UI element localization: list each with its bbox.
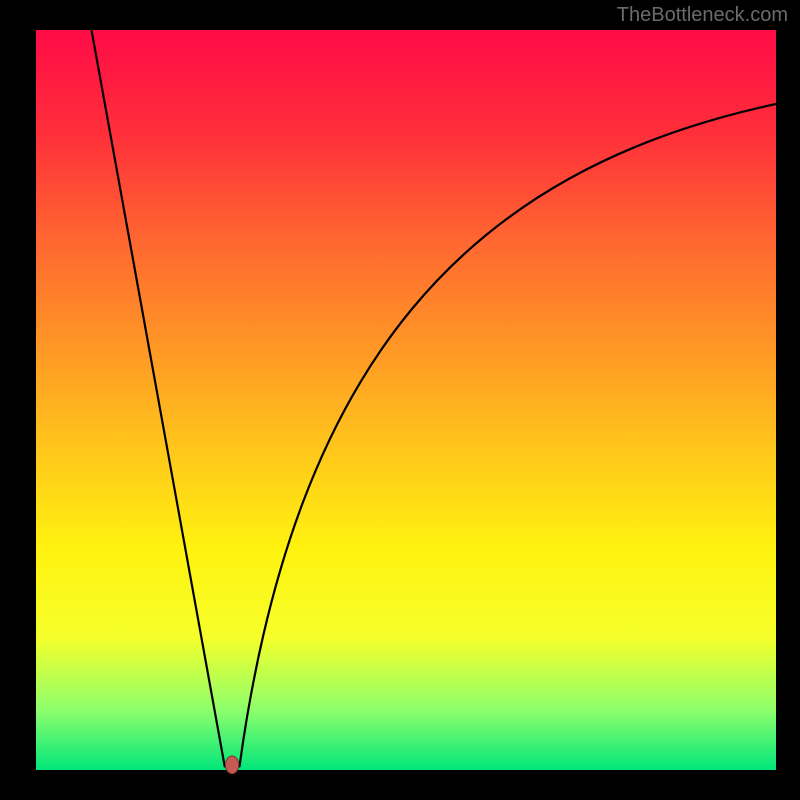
optimal-point-marker [225,756,238,774]
curve-layer [0,0,800,800]
watermark-text: TheBottleneck.com [617,4,788,27]
bottleneck-curve [92,30,777,768]
chart-container: TheBottleneck.com [0,0,800,800]
